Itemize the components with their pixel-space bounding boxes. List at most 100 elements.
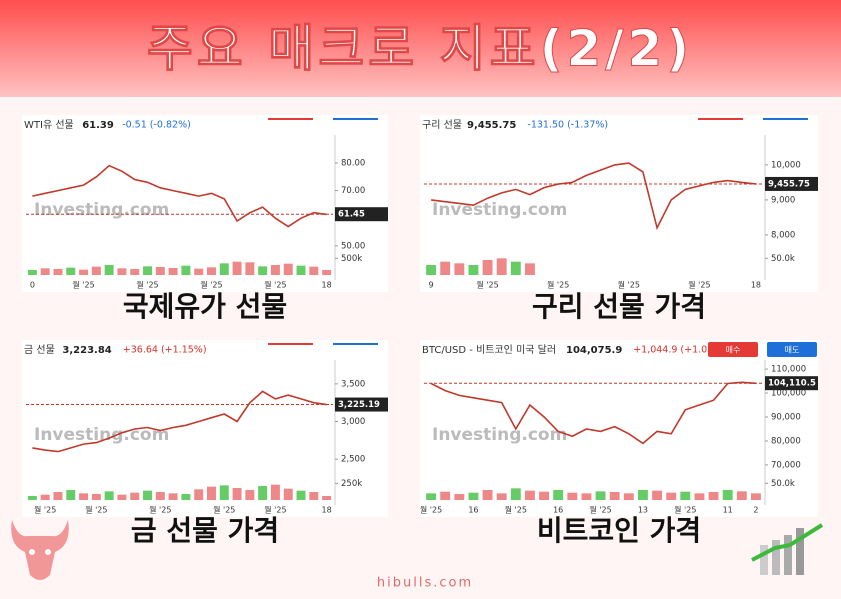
x-tick-label: 월 '25 — [589, 505, 611, 515]
x-tick-label: 월 '25 — [618, 280, 640, 290]
x-tick-label: 13 — [638, 506, 648, 515]
instrument-name: WTI유 선물 — [24, 119, 74, 131]
y-tick-label: 2,500 — [341, 455, 365, 465]
price-line — [430, 162, 756, 231]
volume-bar — [609, 492, 620, 500]
caption: 구리 선물 가격 — [532, 290, 706, 323]
volume-bar — [232, 488, 242, 500]
x-tick-label: 11 — [723, 506, 733, 515]
chart-panel — [22, 340, 388, 517]
y-tick-label: 8,000 — [771, 230, 795, 240]
x-tick-label: 월 '25 — [34, 505, 56, 515]
price-line — [430, 381, 756, 445]
last-price-label: 61.45 — [338, 210, 365, 220]
volume-bar — [91, 266, 101, 275]
price-line — [32, 164, 327, 228]
volume-bar — [680, 491, 691, 500]
instrument-name: 구리 선물 — [422, 119, 462, 131]
price-change: +1,044.9 (+1.01%) — [633, 345, 726, 356]
volume-bar — [117, 268, 127, 275]
x-tick-label: 월 '25 — [149, 505, 171, 515]
volume-bar — [194, 268, 204, 275]
volume-bar — [219, 263, 229, 275]
y-tick-label: 10,000 — [771, 160, 801, 170]
watermark: Investing.com — [34, 425, 169, 445]
volume-bar — [426, 265, 437, 275]
x-tick-label: 월 '25 — [420, 505, 442, 515]
volume-bar — [79, 493, 89, 500]
volume-bar — [736, 491, 747, 500]
volume-bar — [40, 494, 50, 500]
sell-button[interactable] — [767, 342, 817, 357]
x-tick-label: 2 — [753, 506, 758, 515]
volume-bar — [750, 493, 761, 500]
x-tick-label: 9 — [429, 281, 434, 290]
volume-bar — [40, 268, 50, 275]
x-tick-label: 18 — [322, 281, 332, 290]
x-tick-label: 월 '25 — [264, 505, 286, 515]
volume-bar — [296, 490, 306, 500]
buy-label: 매수 — [726, 346, 741, 355]
legend-swatch — [268, 118, 313, 120]
volume-bar — [155, 267, 165, 275]
x-tick-label: 월 '25 — [688, 280, 710, 290]
price: 61.39 — [82, 120, 114, 131]
y-tick-label: 70.00 — [341, 186, 365, 196]
volume-bar — [322, 496, 332, 500]
volume-bar — [66, 267, 76, 275]
x-tick-label: 18 — [322, 506, 332, 515]
volume-bar — [595, 491, 606, 500]
price: 104,075.9 — [566, 345, 622, 356]
volume-bar — [194, 489, 204, 500]
volume-bar — [567, 492, 578, 500]
legend-swatch — [268, 343, 313, 345]
price: 3,223.84 — [62, 345, 111, 356]
volume-bar — [258, 266, 268, 275]
volume-bar — [524, 490, 535, 500]
volume-tick-label: 250k — [341, 479, 362, 489]
price-change: -0.51 (-0.82%) — [122, 120, 191, 131]
volume-bar — [207, 267, 216, 275]
y-tick-label: 3,500 — [341, 379, 365, 389]
y-tick-label: 3,000 — [341, 417, 365, 427]
volume-bar — [283, 488, 293, 500]
last-price-label: 9,455.75 — [768, 179, 810, 189]
volume-bar — [496, 493, 507, 500]
caption: 금 선물 가격 — [131, 514, 279, 547]
y-tick-label: 50.00 — [341, 241, 365, 251]
volume-bar — [468, 492, 479, 500]
volume-bar — [27, 270, 37, 275]
last-price-label: 3,225.19 — [338, 400, 380, 410]
volume-bar — [454, 494, 465, 500]
volume-bar — [309, 492, 319, 500]
y-tick-label: 110,000 — [771, 365, 806, 375]
volume-bar — [539, 491, 550, 500]
footer: hibulls.com — [377, 576, 473, 591]
volume-bar — [207, 486, 216, 500]
buy-button[interactable] — [708, 342, 758, 357]
volume-bar — [168, 493, 178, 500]
volume-bar — [104, 265, 114, 275]
price-line — [32, 390, 327, 453]
chart-panel — [22, 115, 388, 292]
y-tick-label: 100,000 — [771, 389, 806, 399]
volume-bar — [496, 258, 507, 275]
x-tick-label: 16 — [468, 506, 478, 515]
y-tick-label: 80.00 — [341, 158, 365, 168]
price: 9,455.75 — [467, 120, 516, 131]
y-tick-label: 90,000 — [771, 413, 801, 423]
volume-tick-label: 50.0k — [771, 254, 795, 264]
volume-bar — [104, 491, 114, 500]
price-change: -131.50 (-1.37%) — [527, 120, 608, 131]
x-tick-label: 월 '25 — [136, 280, 158, 290]
instrument-name: BTC/USD - 비트코인 미국 달러 — [422, 344, 556, 356]
caption: 국제유가 선물 — [123, 290, 287, 323]
volume-bar — [309, 266, 319, 275]
instrument-name: 금 선물 — [24, 344, 55, 356]
x-tick-label: 월 '25 — [547, 280, 569, 290]
x-tick-label: 월 '25 — [674, 505, 696, 515]
volume-bar — [666, 492, 677, 500]
volume-bar — [581, 493, 592, 500]
legend-swatch — [698, 118, 743, 120]
last-price-tag — [765, 176, 818, 191]
